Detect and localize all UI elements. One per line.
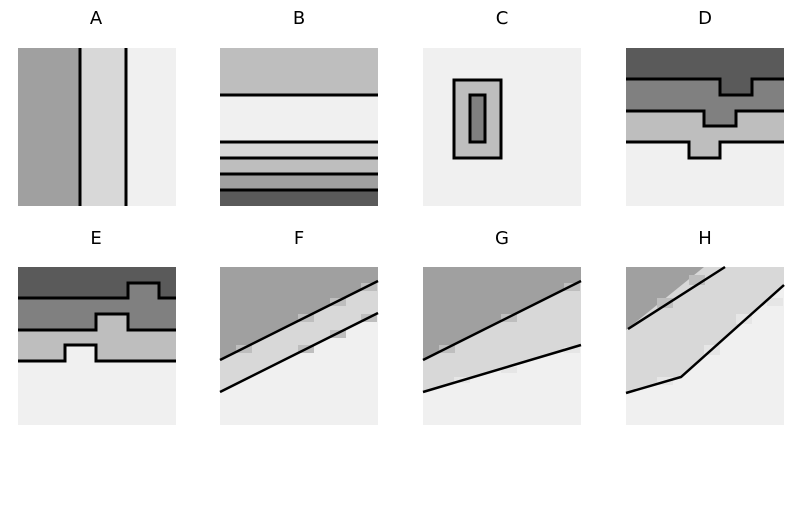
panel-g-region-mid [423,267,581,360]
panel-label-d: D [698,8,712,29]
panel-label-e: E [90,228,102,249]
panel-g [422,267,582,425]
panel-d-edge-3 [626,140,784,160]
panel-f [219,267,379,425]
panel-label-c: C [495,8,509,29]
panel-b-stripe-4 [220,190,378,206]
panel-b-stripe-3 [220,174,378,190]
panel-d-edge-1 [626,77,784,97]
panel-h-edge-upper [627,265,726,331]
panel-d-edge-2 [626,109,784,128]
panel-label-g: G [495,228,509,249]
panel-b [220,48,378,206]
panel-g-edge-upper [422,279,582,362]
panel-b-band-light [220,95,378,142]
panel-h [625,265,785,425]
panel-e [18,267,176,425]
panel-label-b: B [292,8,306,29]
panel-b-stripe-1 [220,142,378,158]
panel-h-edge-lower [625,284,785,395]
panel-label-h: H [698,228,712,249]
panel-b-stripe-2 [220,158,378,174]
panel-f-region-mid [220,267,378,360]
panel-g-edge-lower [422,343,582,394]
panel-a-band-right [126,48,176,206]
panel-label-a: A [89,8,103,29]
panel-a [18,48,176,206]
panel-b-band-top [220,48,378,95]
panel-c [423,48,581,206]
panel-e-edge-3 [18,343,176,363]
panel-c-inner-rect [468,93,487,144]
panel-a-band-left [18,48,80,206]
panel-f-edge-upper [219,279,379,362]
panel-e-edge-1 [18,281,176,300]
panel-e-band-darkest [18,267,176,298]
panel-h-step-artifacts [657,275,705,308]
panel-a-band-middle [80,48,126,206]
panel-d [626,48,784,206]
panel-label-f: F [293,228,305,249]
panel-f-edge-lower [219,311,379,394]
panel-e-edge-2 [18,312,176,332]
panel-d-band-darkest [626,48,784,95]
